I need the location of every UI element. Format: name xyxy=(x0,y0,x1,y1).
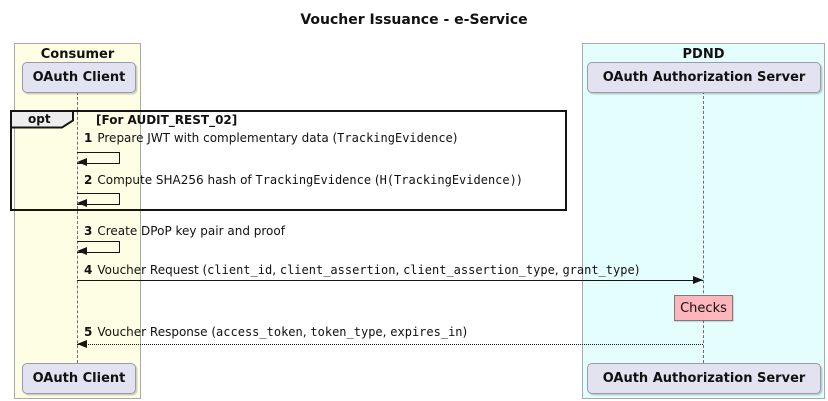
message-1-text: Prepare JWT with complementary data (Tra… xyxy=(97,131,458,145)
opt-guard-label: [For AUDIT_REST_02] xyxy=(96,113,238,127)
message-4-text: Voucher Request (client_id, client_asser… xyxy=(97,263,640,277)
message-5-arrow-line xyxy=(77,344,703,345)
message-3-label: 3 Create DPoP key pair and proof xyxy=(84,224,285,238)
message-5-arrowhead-icon xyxy=(77,340,87,348)
message-3-arrowhead-icon xyxy=(77,247,87,255)
message-4-number: 4 xyxy=(84,263,93,277)
message-1-self-arrow xyxy=(77,152,120,164)
message-2-arrowhead-icon xyxy=(77,199,87,207)
message-1-number: 1 xyxy=(84,131,93,145)
message-2-number: 2 xyxy=(84,173,93,187)
oauth-client-lifeline xyxy=(77,92,78,363)
message-4-arrowhead-icon xyxy=(693,276,703,284)
consumer-group-label: Consumer xyxy=(40,47,115,62)
message-4-label: 4 Voucher Request (client_id, client_asse… xyxy=(84,263,639,277)
participant-oauth-authorization-server-bottom: OAuth Authorization Server xyxy=(587,363,821,394)
opt-fragment: opt [For AUDIT_REST_02] xyxy=(10,110,567,211)
message-3-number: 3 xyxy=(84,224,93,238)
opt-operator-label: opt xyxy=(28,112,51,126)
message-3-self-arrow xyxy=(77,241,120,253)
message-1-arrowhead-icon xyxy=(77,158,87,166)
participant-oauth-client-top: OAuth Client xyxy=(22,62,136,93)
message-5-text: Voucher Response (access_token, token_ty… xyxy=(97,325,468,339)
pdnd-group-label: PDND xyxy=(682,47,725,62)
opt-operator-pentagon xyxy=(10,110,74,129)
message-2-label: 2 Compute SHA256 hash of TrackingEvidence… xyxy=(84,173,522,187)
message-2-self-arrow xyxy=(77,193,120,205)
message-5-label: 5 Voucher Response (access_token, token_t… xyxy=(84,325,467,339)
message-4-arrow-line xyxy=(77,280,703,281)
participant-oauth-authorization-server-top: OAuth Authorization Server xyxy=(587,62,821,93)
message-2-text: Compute SHA256 hash of TrackingEvidence … xyxy=(97,173,522,187)
checks-note: Checks xyxy=(674,295,733,321)
message-5-number: 5 xyxy=(84,325,93,339)
message-3-text: Create DPoP key pair and proof xyxy=(97,224,285,238)
diagram-title: Voucher Issuance - e-Service xyxy=(300,12,528,28)
message-1-label: 1 Prepare JWT with complementary data (Tr… xyxy=(84,131,457,145)
oauth-authorization-server-lifeline xyxy=(703,91,704,363)
participant-oauth-client-bottom: OAuth Client xyxy=(22,363,136,394)
